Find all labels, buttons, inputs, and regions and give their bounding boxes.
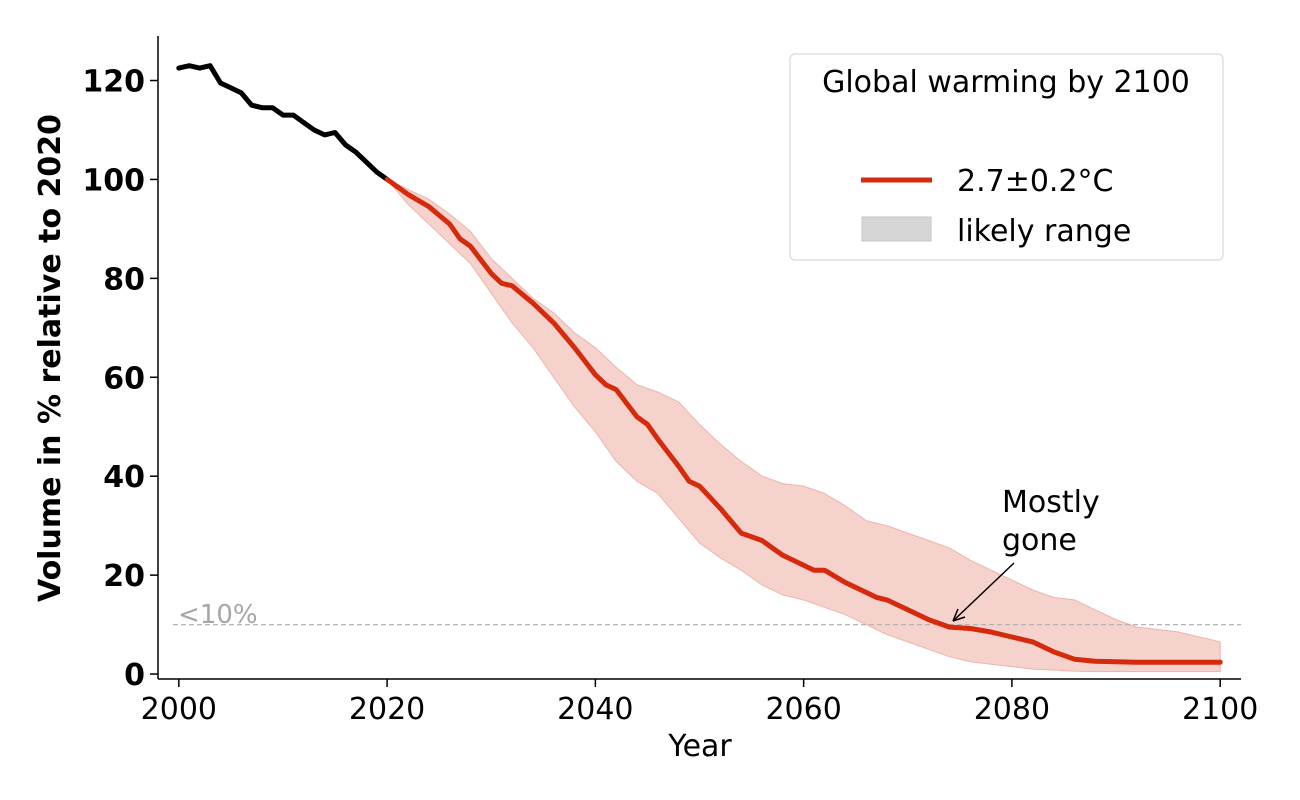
y-tick-label: 100 — [82, 163, 145, 198]
y-tick-label: 60 — [103, 361, 145, 396]
annotation-arrow-head — [952, 608, 966, 622]
annotation-text-line2: gone — [1002, 523, 1077, 558]
y-tick-label: 40 — [103, 460, 145, 495]
legend-title: Global warming by 2100 — [822, 65, 1190, 100]
x-tick-label: 2080 — [974, 692, 1050, 727]
legend-entry-scenario: 2.7±0.2°C — [957, 164, 1114, 199]
y-tick-label: 20 — [103, 559, 145, 594]
annotation-arrow-shaft — [952, 562, 1015, 622]
plot-area — [173, 63, 1241, 673]
likely-range-band — [386, 178, 1221, 673]
threshold-label: <10% — [178, 600, 258, 630]
x-axis-title: Year — [667, 729, 732, 764]
y-tick-label: 120 — [82, 65, 145, 100]
legend-frame — [789, 53, 1224, 261]
legend: Global warming by 2100 2.7±0.2°C likely … — [789, 53, 1224, 261]
y-tick-label: 80 — [103, 262, 145, 297]
legend-entry-likely-range: likely range — [957, 214, 1131, 249]
x-tick-label: 2020 — [349, 692, 425, 727]
x-tick-label: 2000 — [141, 692, 217, 727]
x-tick-label: 2100 — [1182, 692, 1258, 727]
y-tick-label: 0 — [124, 658, 145, 693]
historical-volume-line — [176, 63, 390, 182]
y-axis-title: Volume in % relative to 2020 — [33, 114, 68, 602]
projected-volume-line — [384, 176, 1223, 665]
annotation-text-line1: Mostly — [1002, 485, 1100, 520]
annotation-mostly-gone: Mostly gone — [952, 485, 1100, 622]
legend-patch-swatch — [861, 216, 932, 242]
x-tick-label: 2040 — [557, 692, 633, 727]
x-tick-label: 2060 — [765, 692, 841, 727]
